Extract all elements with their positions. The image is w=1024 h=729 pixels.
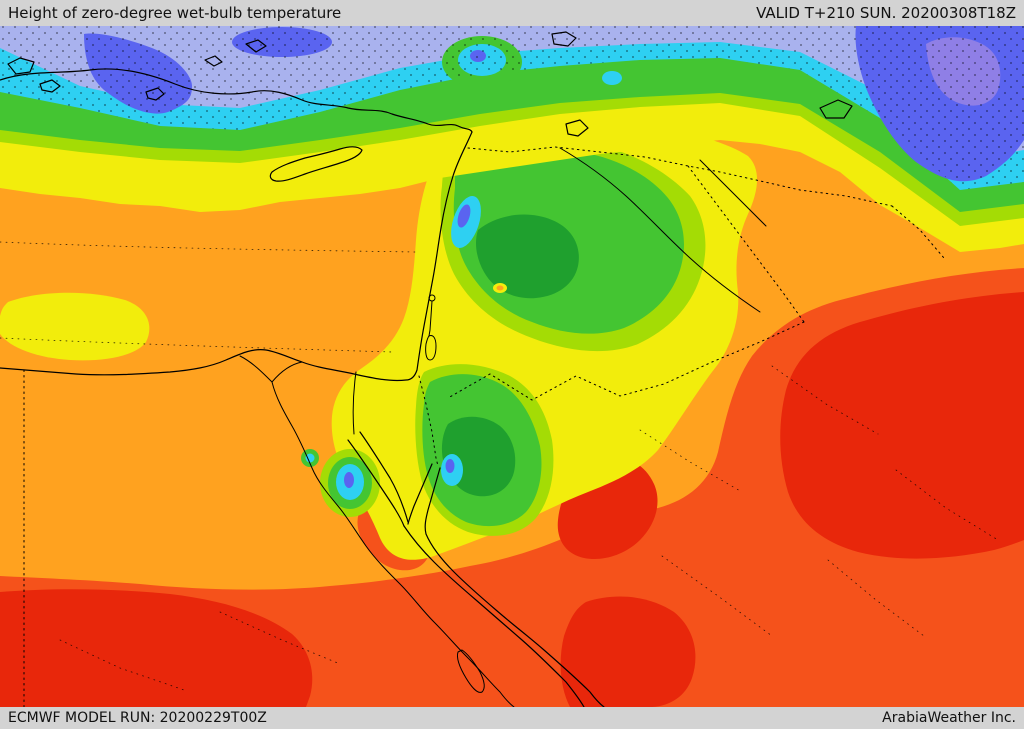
turkey-south-coast (0, 68, 473, 133)
page-title: Height of zero-degree wet-bulb temperatu… (8, 3, 342, 22)
dead-sea (425, 335, 437, 361)
nile-river (271, 381, 515, 707)
fill-blue-jordan-core (445, 459, 455, 473)
coastline-layer (0, 31, 853, 707)
stipple-overlay (0, 26, 1024, 190)
contour-fill-layer (0, 26, 1024, 707)
cyprus-outline (269, 146, 363, 182)
jordan-river (428, 300, 433, 337)
fill-blue-lebanon-core (457, 204, 471, 228)
nile-delta-east-branch (271, 361, 303, 383)
desert-dotted-2 (771, 365, 879, 435)
island-4 (204, 55, 223, 67)
red-sea-east-coast (424, 467, 605, 707)
border-turkey-iran (891, 205, 945, 259)
footer-bar: ECMWF MODEL RUN: 20200229T00Z ArabiaWeat… (0, 707, 1024, 729)
fill-yellow-egypt-blob (0, 292, 150, 361)
fill-cyan-anatolia (602, 71, 622, 85)
island-1 (7, 57, 35, 75)
lake-nasser (457, 649, 485, 693)
suez-canal (352, 371, 357, 435)
island-3 (145, 87, 165, 101)
desert-dotted-4 (661, 555, 773, 637)
valid-time-label: VALID T+210 SUN. 20200308T18Z (756, 3, 1016, 22)
fill-cyan-sinai2 (305, 453, 315, 463)
fill-warm-dot-orange (496, 285, 504, 291)
borders-layer (0, 146, 999, 707)
graticule-parallel-1 (0, 241, 417, 253)
red-sea-west-coast (403, 525, 585, 707)
gulf-aqaba-west-shore (407, 463, 433, 525)
gulf-suez-west-shore (347, 439, 405, 527)
header-bar: Height of zero-degree wet-bulb temperatu… (0, 0, 1024, 26)
nile-delta-west-branch (239, 355, 273, 383)
levant-egypt-coast (0, 131, 473, 382)
tigris-river (699, 159, 767, 227)
fill-red-southwest (0, 589, 313, 707)
desert-dotted-5 (827, 559, 925, 637)
lake-van (819, 99, 853, 119)
desert-dotted-6 (59, 639, 185, 691)
fill-darkgreen-syria-core (476, 214, 579, 299)
sea-of-galilee (428, 294, 436, 302)
fill-red-east (780, 292, 1024, 559)
border-iraq-saudi-jordan (447, 321, 805, 401)
model-run-label: ECMWF MODEL RUN: 20200229T00Z (8, 710, 267, 726)
fill-blue-sinai-core (344, 472, 354, 488)
lake-small (565, 119, 589, 137)
island-5 (245, 39, 267, 53)
weather-map (0, 26, 1024, 707)
fill-red-orange-region (0, 268, 1024, 707)
lake-tuz (551, 31, 577, 47)
euphrates-river (559, 147, 761, 313)
map-area (0, 26, 1024, 707)
island-2 (39, 79, 61, 93)
fill-red-south-center (560, 596, 696, 707)
border-syria-iraq (687, 165, 805, 323)
credit-label: ArabiaWeather Inc. (882, 710, 1016, 726)
gulf-suez-east-shore (359, 431, 409, 523)
